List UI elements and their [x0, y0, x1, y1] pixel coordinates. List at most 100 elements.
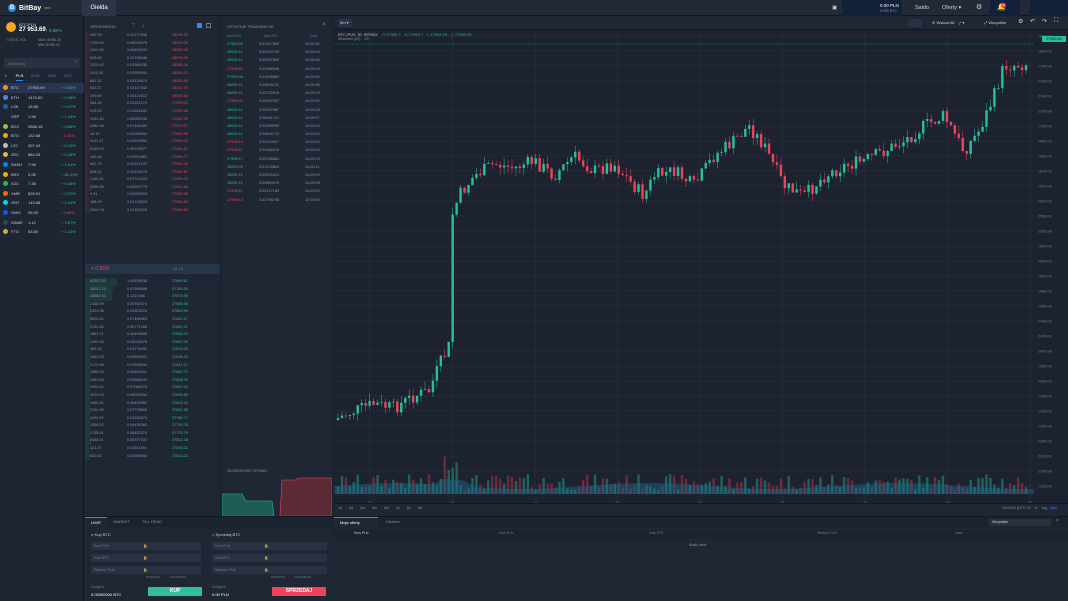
table-row[interactable]: 1963.53 0.05586190 27808.23 [85, 376, 220, 385]
table-row[interactable]: 2423.36 0.06303215 27863.96 [85, 308, 220, 316]
table-row[interactable]: 1440.33 0.05026079 27837.06 [85, 338, 220, 347]
table-row[interactable]: 605.69 0.02155446 28075.39 [85, 54, 220, 63]
table-row[interactable]: 2446.93 0.08703577 27961.87 [85, 145, 220, 154]
list-item[interactable]: LTC 307.44 + 0.13% [0, 141, 84, 151]
range-button[interactable]: All [417, 506, 422, 510]
list-item[interactable]: LSK 15.88 + 0.47% [0, 102, 84, 112]
list-item[interactable]: XMR 825.91 + 0.37% [0, 189, 84, 199]
table-row[interactable]: 662.73 0.02371247 27956.25 [85, 161, 220, 169]
table-row[interactable]: 2168.99 0.09932674 27866.98 [85, 300, 220, 309]
precision-icon[interactable]: ⊥ [141, 23, 146, 29]
table-row[interactable]: 2468.21 0.08797537 27822.48 [85, 437, 220, 446]
market-tab[interactable]: ★ [4, 73, 8, 78]
table-row[interactable]: 1700.94 0.06049079 28093.06 [85, 39, 220, 48]
candlestick-chart[interactable]: 28200.0028000.0027800.0027600.0027400.00… [334, 30, 1068, 516]
sell-total-field[interactable]: Wartość PLN 🔒 [212, 566, 327, 574]
fullscreen-icon[interactable]: ⛶ [1054, 18, 1059, 24]
table-row[interactable]: 2000.78 0.07150026 27953.69 [85, 206, 220, 215]
layout-split-icon[interactable] [197, 23, 202, 28]
list-item[interactable]: DASH 7.96 + 2.61% [0, 160, 84, 170]
market-search[interactable]: ⌕ [4, 58, 80, 68]
wallet-icon[interactable]: ▣ [832, 5, 838, 11]
list-item[interactable]: BTC 27953.69 + 0.65% [0, 83, 84, 93]
table-row[interactable]: 2131.98 0.07728066 27802.95 [85, 407, 220, 415]
table-row[interactable]: 399.69 0.01420012 28003.53 [85, 92, 220, 101]
sell-button[interactable]: SPRZEDAJ [272, 587, 326, 596]
sell-price-field[interactable]: Kurs PLN 🔒 [212, 542, 327, 550]
table-row[interactable]: 602.37 0.02157342 28011.78 [85, 85, 220, 93]
table-row[interactable]: 1356.02 0.04435369 27790.78 [85, 422, 220, 430]
table-row[interactable]: 1679.93 0.06039254 27805.80 [85, 391, 220, 400]
range-button[interactable]: 5y [406, 506, 411, 510]
table-row[interactable]: 699.76 0.02177548 28098.32 [85, 32, 220, 40]
offers-filter-select[interactable]: Wszystkie [989, 519, 1051, 526]
undo-icon[interactable]: ↶ [1030, 19, 1036, 25]
table-row[interactable]: 1863.71 0.06499655 27855.24 [85, 331, 220, 339]
balances-link[interactable]: Saldo [915, 5, 930, 11]
table-row[interactable]: 0.91 0.00003303 27953.90 [85, 191, 220, 200]
table-row[interactable]: 1110.18 0.03955694 28064.22 [85, 69, 220, 78]
list-item[interactable]: XZC 7.38 + 0.16% [0, 179, 84, 189]
table-row[interactable]: 2179.46 0.07830634 27811.27 [85, 361, 220, 370]
table-row[interactable]: 1193.09 0.04283574 27780.77 [85, 414, 220, 423]
list-item[interactable]: BTG 132.88 - 1.10% [0, 131, 84, 141]
settings-gear-icon[interactable]: ⚙ [976, 4, 983, 11]
table-row[interactable]: 2084.96 0.07456300 27979.37 [85, 123, 220, 131]
order-type-tab[interactable]: LIMIT [85, 517, 108, 527]
indicators-button[interactable]: ⋔ Wskaźniki [932, 20, 955, 25]
close-icon[interactable]: × [1056, 518, 1059, 524]
list-item[interactable]: BSV 0.06 + 81.23% [0, 169, 84, 179]
table-row[interactable]: 364.32 0.01301174 27999.02 [85, 100, 220, 108]
table-row[interactable]: 36012.13 0.97998486 27789.54 [85, 285, 220, 294]
list-item[interactable]: ZEC 884.33 + 0.18% [0, 150, 84, 160]
table-row[interactable]: 16.10 0.00058354 27953.96 [85, 130, 220, 139]
buy-button[interactable]: KUP [148, 587, 202, 596]
table-row[interactable]: 42357.53 1.49539538 27889.61 [85, 278, 220, 286]
table-row[interactable]: 421.37 0.01511193 27835.31 [85, 445, 220, 453]
table-row[interactable]: 1755.91 0.06452374 27775.79 [85, 429, 220, 438]
brand-logo[interactable]: B BitBay PRO [8, 3, 68, 13]
table-row[interactable]: 353.33 0.01176435 27819.28 [85, 346, 220, 354]
table-row[interactable]: 2166.81 0.07742204 27955.02 [85, 176, 220, 184]
list-item[interactable]: FTO 63.80 + 1.12% [0, 227, 84, 237]
tab-my-offers[interactable]: Moje oferty [334, 517, 378, 527]
buy-price-field[interactable]: Kurs PLN 🔒 [91, 542, 201, 550]
list-item[interactable]: ETH 1474.50 + 0.26% [0, 93, 84, 103]
table-row[interactable]: 1944.80 0.06950236 27982.99 [85, 115, 220, 124]
percent-toggle[interactable]: % [1034, 506, 1038, 510]
auto-toggle[interactable]: auto [1050, 506, 1057, 510]
table-row[interactable]: 2131.85 0.06771455 27860.21 [85, 323, 220, 332]
table-row[interactable]: 608.31 0.02193474 27955.87 [85, 168, 220, 177]
list-item[interactable]: GAME 1.12 + 2.67% [0, 217, 84, 227]
range-button[interactable]: 1m [360, 506, 365, 510]
range-button[interactable]: 3m [372, 506, 377, 510]
log-toggle[interactable]: log [1042, 506, 1047, 510]
market-tab[interactable]: USD [47, 73, 57, 78]
compare-icon[interactable]: ƒ ▾ [959, 20, 965, 25]
tab-history[interactable]: Historia [386, 517, 400, 527]
candle-type-icon[interactable] [908, 19, 922, 27]
tab-exchange[interactable]: Giełda [82, 0, 116, 16]
table-row[interactable]: 822.62 0.02959083 27813.23 [85, 452, 220, 461]
close-icon[interactable]: × [322, 22, 326, 28]
order-type-tab[interactable]: TILL DEAD [141, 519, 162, 524]
table-row[interactable]: 1191.47 0.04249990 27963.04 [85, 138, 220, 146]
filter-icon[interactable]: ⊤ [131, 23, 136, 29]
table-row[interactable]: 2500.41 0.07466963 27830.27 [85, 315, 220, 324]
range-button[interactable]: 5d [349, 506, 353, 510]
list-item[interactable]: XRP 1.96 + 1.16% [0, 112, 84, 122]
table-row[interactable]: 881.31 0.03139574 28050.84 [85, 77, 220, 86]
sell-amount-field[interactable]: Ilość BTC 🔒 [212, 554, 327, 562]
layout-list-icon[interactable] [206, 23, 211, 28]
table-row[interactable]: 1663.33 0.05989291 27816.34 [85, 353, 220, 362]
buy-amount-field[interactable]: Ilość BTC 🔒 [91, 554, 201, 562]
table-row[interactable]: 1885.33 0.06454411 27860.71 [85, 369, 220, 377]
range-button[interactable]: 1d [338, 506, 342, 510]
table-row[interactable]: 1225.43 0.04366436 28068.28 [85, 62, 220, 70]
redo-icon[interactable]: ↷ [1042, 19, 1048, 25]
list-item[interactable]: BCC 3568.18 + 0.86% [0, 121, 84, 131]
market-tab[interactable]: PLN [15, 73, 24, 81]
table-row[interactable]: 2295.36 0.08202773 27954.46 [85, 183, 220, 192]
all-button[interactable]: ⤢ Wszystkie [984, 20, 1007, 25]
list-item[interactable]: OMG 26.90 - 0.83% [0, 208, 84, 218]
